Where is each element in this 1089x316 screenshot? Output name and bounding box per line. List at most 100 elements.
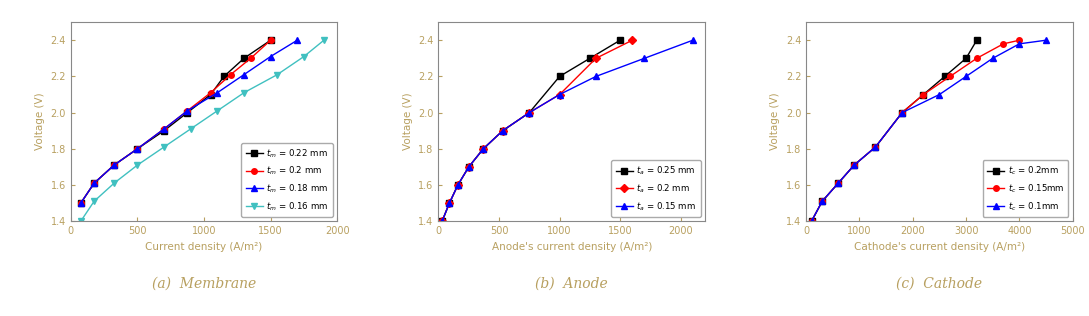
$t_m$ = 0.18 mm	[131, 147, 144, 151]
$t_c$ = 0.1mm	[869, 145, 882, 149]
$t_a$ = 0.2 mm	[443, 201, 456, 205]
Y-axis label: Voltage (V): Voltage (V)	[770, 93, 781, 150]
$t_a$ = 0.2 mm	[497, 129, 510, 133]
$t_m$ = 0.22 mm	[87, 181, 100, 185]
$t_a$ = 0.25 mm	[462, 165, 475, 169]
$t_a$ = 0.2 mm	[462, 165, 475, 169]
$t_m$ = 0.2 mm	[265, 38, 278, 42]
$t_c$ = 0.15mm	[816, 199, 829, 203]
$t_m$ = 0.16 mm	[184, 127, 197, 131]
$t_c$ = 0.1mm	[959, 75, 972, 78]
Line: $t_a$ = 0.2 mm: $t_a$ = 0.2 mm	[439, 37, 635, 224]
$t_m$ = 0.16 mm	[87, 199, 100, 203]
$t_m$ = 0.16 mm	[158, 145, 171, 149]
$t_a$ = 0.25 mm	[497, 129, 510, 133]
$t_a$ = 0.2 mm	[626, 38, 639, 42]
$t_a$ = 0.25 mm	[553, 75, 566, 78]
Line: $t_m$ = 0.16 mm: $t_m$ = 0.16 mm	[78, 37, 327, 224]
$t_m$ = 0.16 mm	[108, 181, 121, 185]
$t_a$ = 0.15 mm	[462, 165, 475, 169]
$t_c$ = 0.1mm	[816, 199, 829, 203]
X-axis label: Current density (A/m²): Current density (A/m²)	[146, 242, 262, 252]
$t_c$ = 0.15mm	[847, 163, 860, 167]
$t_m$ = 0.18 mm	[291, 38, 304, 42]
$t_m$ = 0.22 mm	[181, 111, 194, 114]
$t_c$ = 0.2mm	[832, 181, 845, 185]
$t_a$ = 0.15 mm	[638, 57, 651, 60]
$t_c$ = 0.1mm	[832, 181, 845, 185]
$t_a$ = 0.15 mm	[436, 219, 449, 223]
$t_a$ = 0.15 mm	[523, 111, 536, 114]
$t_m$ = 0.2 mm	[244, 57, 257, 60]
$t_m$ = 0.18 mm	[108, 163, 121, 167]
$t_a$ = 0.2 mm	[477, 147, 490, 151]
$t_c$ = 0.1mm	[933, 93, 946, 96]
$t_a$ = 0.25 mm	[443, 201, 456, 205]
$t_c$ = 0.15mm	[805, 219, 818, 223]
$t_c$ = 0.2mm	[805, 219, 818, 223]
$t_c$ = 0.15mm	[869, 145, 882, 149]
$t_a$ = 0.15 mm	[553, 93, 566, 96]
$t_m$ = 0.22 mm	[74, 201, 87, 205]
$t_c$ = 0.15mm	[996, 42, 1010, 46]
$t_m$ = 0.16 mm	[271, 73, 284, 76]
$t_c$ = 0.15mm	[917, 93, 930, 96]
$t_a$ = 0.15 mm	[686, 38, 699, 42]
$t_c$ = 0.2mm	[895, 111, 908, 114]
$t_c$ = 0.15mm	[1013, 38, 1026, 42]
X-axis label: Cathode's current density (A/m²): Cathode's current density (A/m²)	[854, 242, 1025, 252]
Text: (c)  Cathode: (c) Cathode	[896, 277, 982, 291]
$t_m$ = 0.22 mm	[237, 57, 250, 60]
Legend: $t_m$ = 0.22 mm, $t_m$ = 0.2 mm, $t_m$ = 0.18 mm, $t_m$ = 0.16 mm: $t_m$ = 0.22 mm, $t_m$ = 0.2 mm, $t_m$ =…	[242, 143, 333, 217]
$t_a$ = 0.15 mm	[589, 75, 602, 78]
$t_c$ = 0.1mm	[895, 111, 908, 114]
Text: (a)  Membrane: (a) Membrane	[151, 277, 256, 291]
$t_c$ = 0.2mm	[869, 145, 882, 149]
$t_m$ = 0.22 mm	[265, 38, 278, 42]
$t_a$ = 0.2 mm	[523, 111, 536, 114]
$t_c$ = 0.1mm	[847, 163, 860, 167]
$t_m$ = 0.18 mm	[265, 55, 278, 58]
$t_a$ = 0.15 mm	[451, 183, 464, 187]
$t_m$ = 0.22 mm	[218, 75, 231, 78]
$t_m$ = 0.2 mm	[158, 127, 171, 131]
$t_m$ = 0.16 mm	[297, 55, 310, 58]
$t_c$ = 0.1mm	[1040, 38, 1053, 42]
Line: $t_c$ = 0.1mm: $t_c$ = 0.1mm	[809, 37, 1049, 224]
$t_m$ = 0.18 mm	[181, 109, 194, 113]
Line: $t_a$ = 0.25 mm: $t_a$ = 0.25 mm	[439, 37, 623, 224]
$t_m$ = 0.18 mm	[87, 181, 100, 185]
$t_a$ = 0.15 mm	[443, 201, 456, 205]
$t_c$ = 0.15mm	[895, 111, 908, 114]
$t_c$ = 0.2mm	[917, 93, 930, 96]
$t_m$ = 0.22 mm	[158, 129, 171, 133]
$t_a$ = 0.2 mm	[553, 93, 566, 96]
$t_a$ = 0.25 mm	[523, 111, 536, 114]
Line: $t_m$ = 0.2 mm: $t_m$ = 0.2 mm	[78, 37, 273, 206]
$t_m$ = 0.22 mm	[108, 163, 121, 167]
$t_c$ = 0.2mm	[939, 75, 952, 78]
Line: $t_a$ = 0.15 mm: $t_a$ = 0.15 mm	[439, 37, 696, 224]
$t_a$ = 0.2 mm	[451, 183, 464, 187]
X-axis label: Anode's current density (A/m²): Anode's current density (A/m²)	[491, 242, 652, 252]
$t_m$ = 0.16 mm	[211, 109, 224, 113]
$t_a$ = 0.25 mm	[451, 183, 464, 187]
$t_m$ = 0.22 mm	[204, 93, 217, 96]
$t_m$ = 0.16 mm	[317, 38, 330, 42]
$t_m$ = 0.18 mm	[211, 91, 224, 94]
$t_m$ = 0.22 mm	[131, 147, 144, 151]
$t_m$ = 0.2 mm	[181, 109, 194, 113]
Text: (b)  Anode: (b) Anode	[536, 277, 608, 291]
$t_a$ = 0.15 mm	[497, 129, 510, 133]
Y-axis label: Voltage (V): Voltage (V)	[35, 93, 45, 150]
$t_m$ = 0.2 mm	[108, 163, 121, 167]
$t_m$ = 0.16 mm	[237, 91, 250, 94]
Legend: $t_a$ = 0.25 mm, $t_a$ = 0.2 mm, $t_a$ = 0.15 mm: $t_a$ = 0.25 mm, $t_a$ = 0.2 mm, $t_a$ =…	[611, 161, 700, 217]
$t_m$ = 0.2 mm	[224, 73, 237, 76]
Y-axis label: Voltage (V): Voltage (V)	[403, 93, 413, 150]
$t_c$ = 0.1mm	[1013, 42, 1026, 46]
$t_m$ = 0.2 mm	[204, 91, 217, 94]
$t_m$ = 0.2 mm	[131, 147, 144, 151]
$t_m$ = 0.2 mm	[87, 181, 100, 185]
Legend: $t_c$ = 0.2mm, $t_c$ = 0.15mm, $t_c$ = 0.1mm: $t_c$ = 0.2mm, $t_c$ = 0.15mm, $t_c$ = 0…	[982, 161, 1068, 217]
